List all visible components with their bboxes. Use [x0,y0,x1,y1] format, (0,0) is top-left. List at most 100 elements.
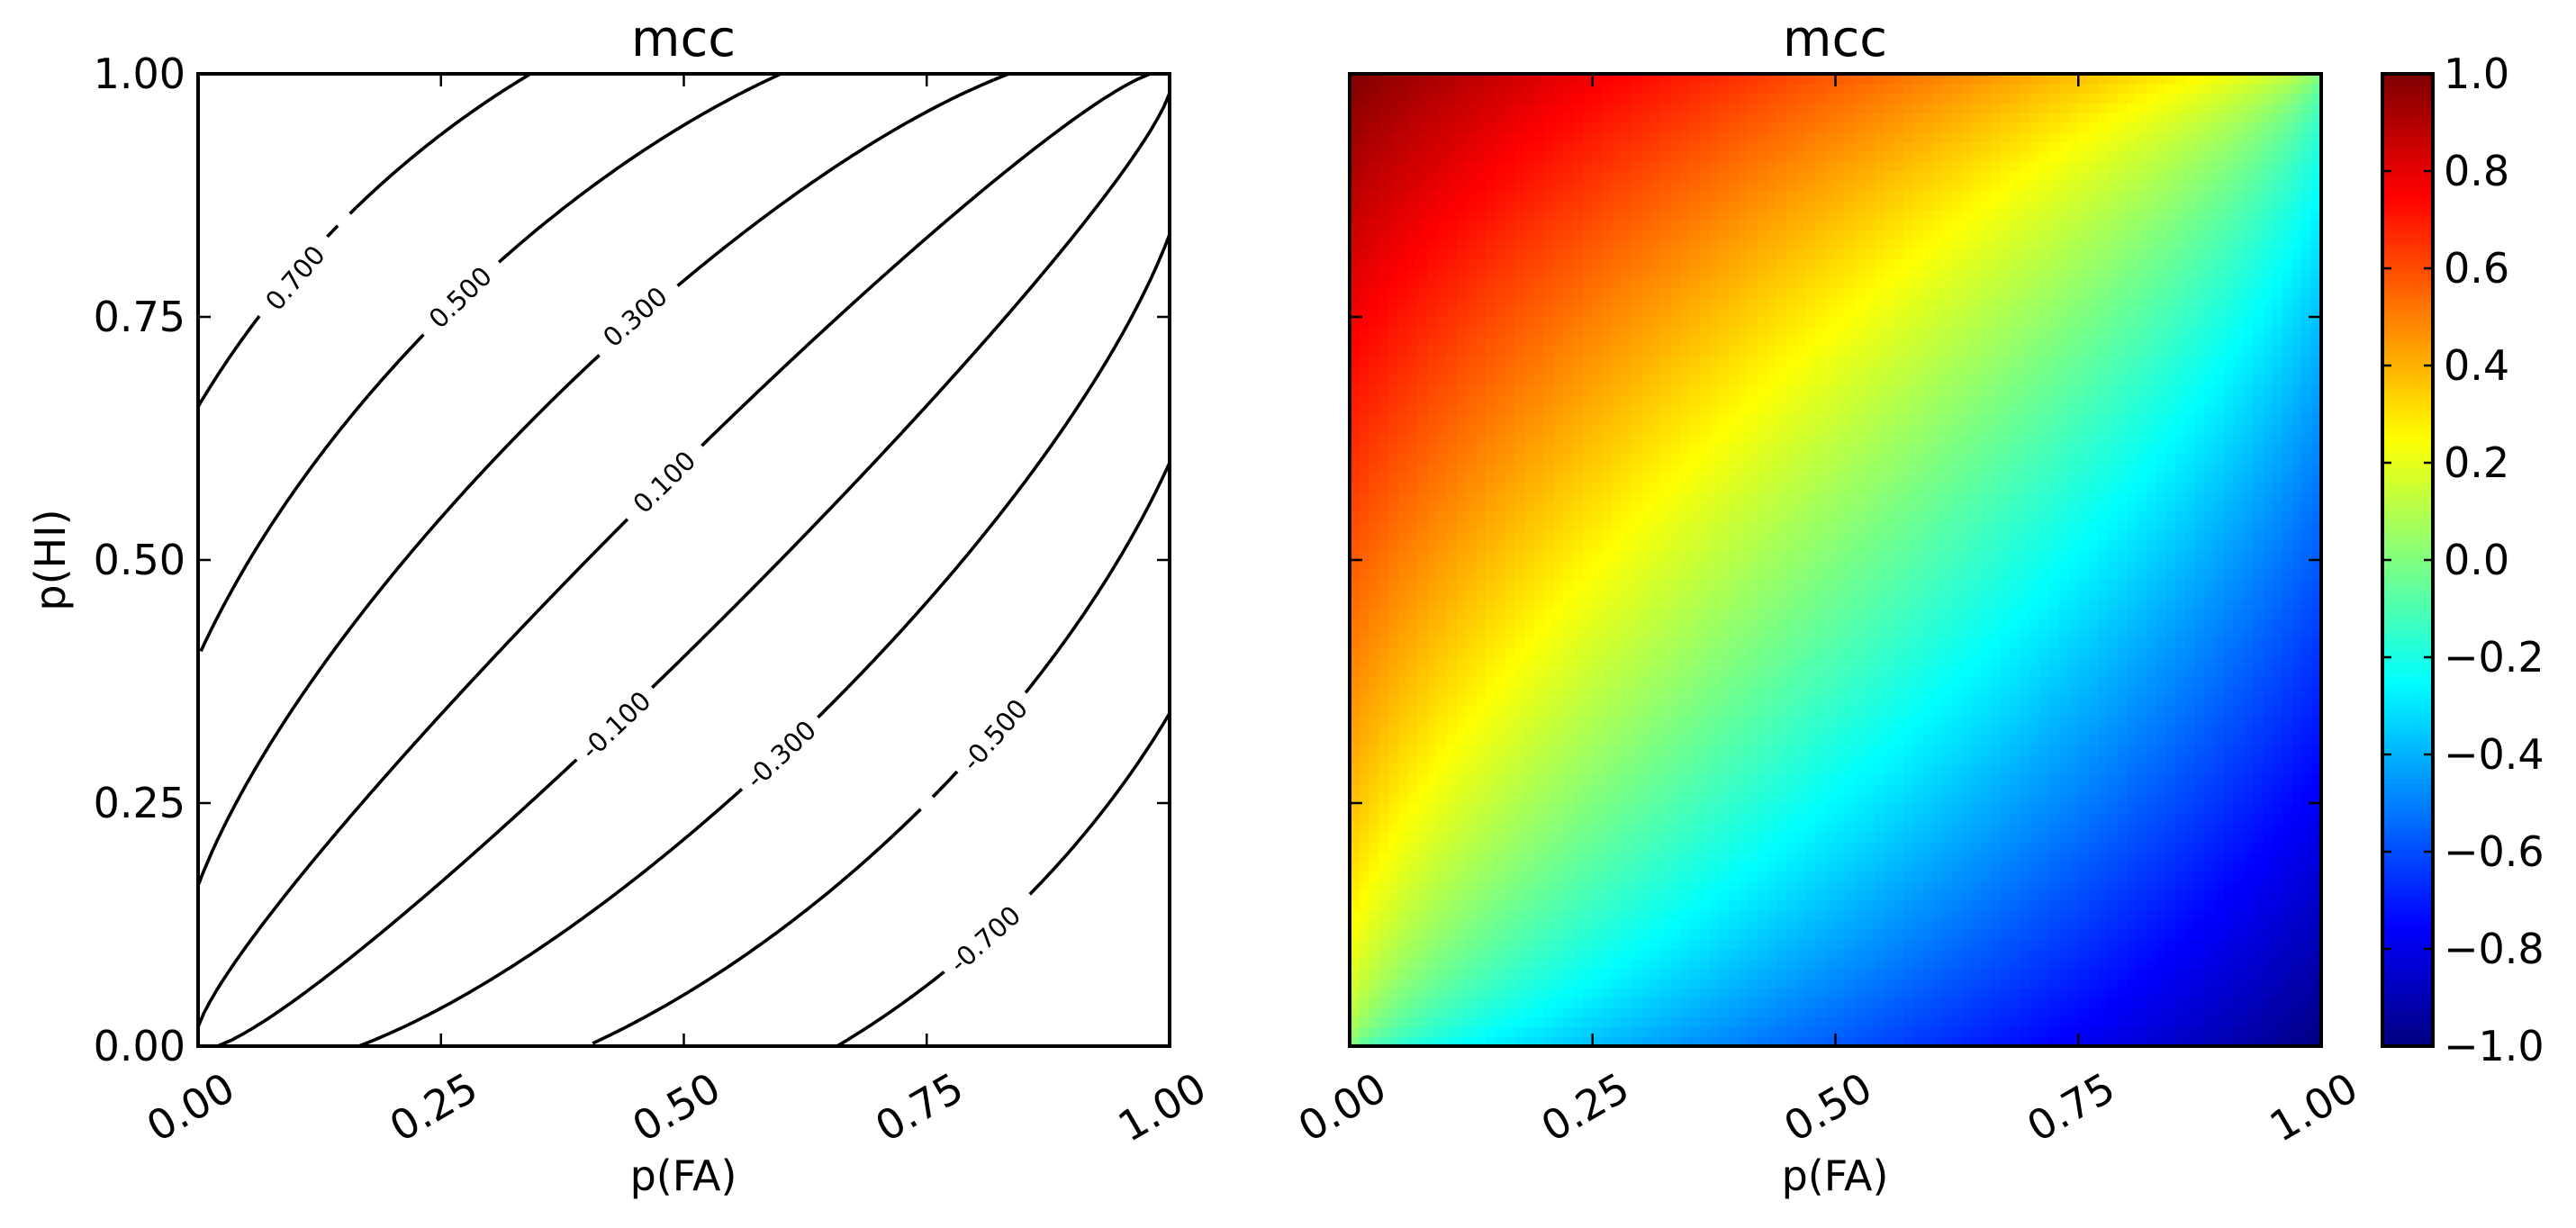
heatmap-cell [1437,1026,1448,1037]
heatmap-cell [2107,968,2119,979]
heatmap-cell [1709,842,1720,853]
heatmap-cell [1456,958,1468,970]
heatmap-cell [1563,569,1574,581]
heatmap-cell [1660,773,1671,784]
heatmap-cell [2088,909,2099,921]
heatmap-cell [2097,618,2109,629]
heatmap-cell [2214,773,2225,784]
heatmap-cell [1553,783,1564,794]
heatmap-cell [1825,793,1837,804]
heatmap-cell [1942,1036,1953,1047]
heatmap-cell [1660,783,1671,794]
heatmap-cell [2282,880,2293,891]
heatmap-cell [1806,609,1817,619]
heatmap-cell [2204,880,2215,891]
heatmap-cell [2282,900,2293,911]
heatmap-cell [1864,900,1876,911]
heatmap-cell [2020,666,2030,678]
heatmap-cell [2010,628,2021,638]
heatmap-cell [1845,706,1856,717]
heatmap-cell [1951,745,1963,755]
heatmap-cell [1951,880,1963,891]
heatmap-cell [1894,900,1904,911]
heatmap-cell [1534,763,1545,775]
heatmap-cell [2165,958,2176,970]
heatmap-cell [1845,880,1856,891]
heatmap-cell [1543,599,1555,609]
heatmap-cell [1476,852,1487,862]
heatmap-cell [1699,745,1710,755]
heatmap-cell [2068,968,2079,979]
heatmap-cell [1922,725,1933,736]
heatmap-cell [1397,666,1409,678]
heatmap-cell [2301,706,2312,717]
heatmap-cell [2029,686,2040,697]
y-tick-label: 0.50 [94,536,185,584]
heatmap-cell [1505,686,1516,697]
heatmap-cell [2010,949,2021,960]
heatmap-cell [2224,939,2235,950]
heatmap-cell [2127,686,2138,697]
heatmap-cell [2088,968,2099,979]
heatmap-cell [2078,569,2089,581]
heatmap-cell [2048,599,2060,609]
heatmap-cell [2117,822,2128,833]
heatmap-cell [1495,637,1506,648]
heatmap-cell [1845,832,1856,843]
heatmap-cell [2156,978,2166,989]
heatmap-cell [1486,560,1496,571]
heatmap-cell [1505,803,1516,814]
heatmap-cell [1728,599,1740,609]
heatmap-cell [1476,754,1487,765]
heatmap-cell [2301,618,2312,629]
heatmap-cell [2078,706,2089,717]
heatmap-cell [1961,909,1973,921]
heatmap-cell [2127,618,2138,629]
heatmap-cell [1660,871,1671,881]
heatmap-cell [2000,745,2011,755]
heatmap-cell [2117,599,2128,609]
heatmap-cell [2088,852,2099,862]
heatmap-cell [1767,861,1778,872]
heatmap-cell [1437,706,1448,717]
heatmap-cell [1369,735,1379,745]
heatmap-cell [1679,599,1691,609]
heatmap-cell [2253,696,2264,707]
heatmap-cell [1932,745,1943,755]
heatmap-cell [2243,569,2255,581]
heatmap-cell [1378,949,1389,960]
heatmap-cell [1622,647,1632,658]
heatmap-cell [1845,783,1856,794]
heatmap-cell [2097,871,2109,881]
heatmap-cell [1796,832,1807,843]
heatmap-cell [1359,618,1370,629]
heatmap-cell [1806,1036,1817,1047]
heatmap-cell [2010,773,2021,784]
heatmap-cell [1971,763,1982,775]
heatmap-cell [2088,1007,2099,1018]
heatmap-cell [1806,842,1817,853]
heatmap-cell [2039,647,2050,658]
heatmap-cell [1486,745,1496,755]
heatmap-cell [1855,725,1866,736]
heatmap-cell [1786,812,1797,824]
heatmap-cell [2282,793,2293,804]
heatmap-cell [1553,793,1564,804]
heatmap-cell [2048,939,2060,950]
heatmap-cell [1767,763,1778,775]
heatmap-cell [1728,696,1740,707]
heatmap-cell [1689,783,1701,794]
heatmap-cell [1641,939,1652,950]
heatmap-cell [1660,618,1671,629]
heatmap-cell [1369,939,1379,950]
heatmap-cell [1486,676,1496,687]
heatmap-cell [2048,988,2060,998]
heatmap-cell [1388,1007,1399,1018]
heatmap-cell [1612,783,1622,794]
heatmap-cell [2253,929,2264,940]
heatmap-cell [1350,609,1360,619]
heatmap-cell [1582,676,1594,687]
heatmap-cell [1786,754,1797,765]
heatmap-cell [1894,852,1904,862]
heatmap-cell [2039,569,2050,581]
